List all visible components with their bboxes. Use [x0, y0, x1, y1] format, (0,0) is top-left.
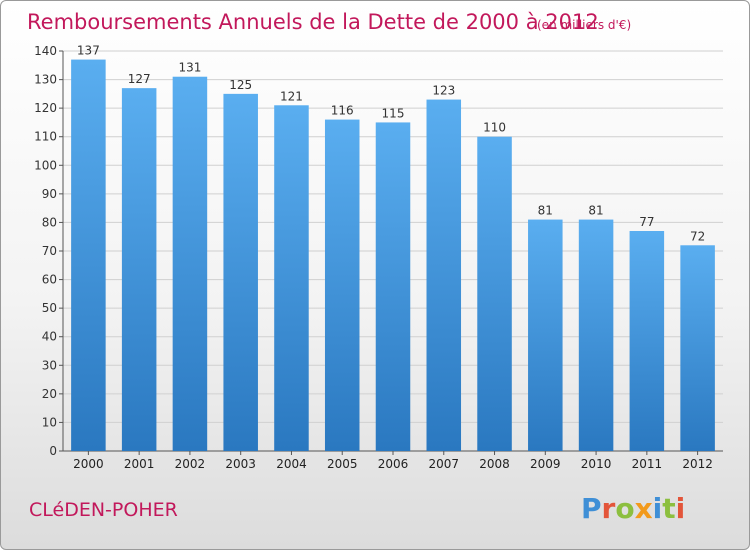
- y-tick-label: 40: [42, 330, 57, 344]
- chart-title: Remboursements Annuels de la Dette de 20…: [27, 10, 599, 34]
- value-labels: 137 127 131 125 121 116 115 123 110 81 81 77 72: [77, 44, 705, 244]
- bar-2012: [680, 245, 715, 451]
- value-label: 137: [77, 44, 100, 58]
- x-tick-label: 2006: [378, 457, 409, 471]
- y-tick-label: 60: [42, 273, 57, 287]
- y-tick-label: 140: [34, 44, 57, 58]
- bar-2006: [375, 122, 411, 451]
- value-label: 121: [280, 89, 303, 103]
- logo-letter: P: [581, 492, 602, 525]
- value-label: 123: [432, 84, 455, 98]
- x-tick-label: 2005: [327, 457, 358, 471]
- y-tick-label: 70: [42, 244, 57, 258]
- value-label: 81: [538, 204, 553, 218]
- y-tick-label: 110: [34, 130, 57, 144]
- y-tick-label: 100: [34, 158, 57, 172]
- value-label: 77: [639, 215, 654, 229]
- y-tick-label: 0: [49, 444, 57, 458]
- bar-2009: [528, 219, 563, 451]
- value-label: 110: [483, 121, 506, 135]
- y-tick-label: 120: [34, 101, 57, 115]
- value-label: 125: [229, 78, 252, 92]
- y-tick-label: 50: [42, 301, 57, 315]
- x-tick-label: 2010: [581, 457, 612, 471]
- logo-letter: t: [662, 492, 675, 525]
- bar-2003: [223, 93, 258, 451]
- chart-subtitle: (en milliers d'€): [537, 18, 631, 32]
- logo-letter: i: [653, 492, 663, 525]
- bar-2008: [477, 136, 512, 451]
- value-label: 72: [690, 229, 705, 243]
- x-tick-label: 2011: [632, 457, 663, 471]
- value-label: 115: [382, 106, 405, 120]
- y-tick-label: 80: [42, 215, 57, 229]
- x-tick-label: 2000: [73, 457, 104, 471]
- bar-2000: [71, 59, 106, 451]
- y-tick-label: 10: [42, 415, 57, 429]
- logo-letter: i: [676, 492, 686, 525]
- x-tick-labels: 2000 2001 2002 2003 2004 2005 2006 2007 2008 2009…: [73, 457, 713, 471]
- town-name: CLéDEN-POHER: [29, 499, 178, 521]
- logo-letter: x: [635, 492, 653, 525]
- x-tick-label: 2003: [225, 457, 256, 471]
- x-tick-label: 2009: [530, 457, 561, 471]
- x-tick-label: 2007: [428, 457, 459, 471]
- y-tick-label: 130: [34, 73, 57, 87]
- x-tick-label: 2012: [682, 457, 713, 471]
- x-tick-label: 2004: [276, 457, 307, 471]
- value-label: 116: [331, 104, 354, 118]
- x-tick-label: 2001: [124, 457, 155, 471]
- y-tick-labels: 0 10 20 30 40 50 60 70 80 90 100 110 120 130 140: [34, 44, 57, 458]
- value-label: 131: [178, 61, 201, 75]
- bar-2011: [629, 231, 665, 451]
- x-tick-label: 2002: [175, 457, 206, 471]
- bar-2002: [172, 76, 208, 451]
- logo-letter: r: [602, 492, 616, 525]
- bar-2010: [578, 219, 614, 451]
- bar-2004: [274, 105, 309, 452]
- x-tick-label: 2008: [479, 457, 510, 471]
- bar-2001: [121, 88, 157, 452]
- y-tick-label: 90: [42, 187, 57, 201]
- y-tick-label: 30: [42, 358, 57, 372]
- value-label: 81: [588, 204, 603, 218]
- y-tick-label: 20: [42, 387, 57, 401]
- bars: [71, 59, 715, 452]
- proxiti-logo: Proxiti: [581, 492, 685, 525]
- logo-letter: o: [615, 492, 634, 525]
- bar-2007: [426, 99, 462, 452]
- value-label: 127: [128, 72, 151, 86]
- bar-2005: [324, 119, 360, 452]
